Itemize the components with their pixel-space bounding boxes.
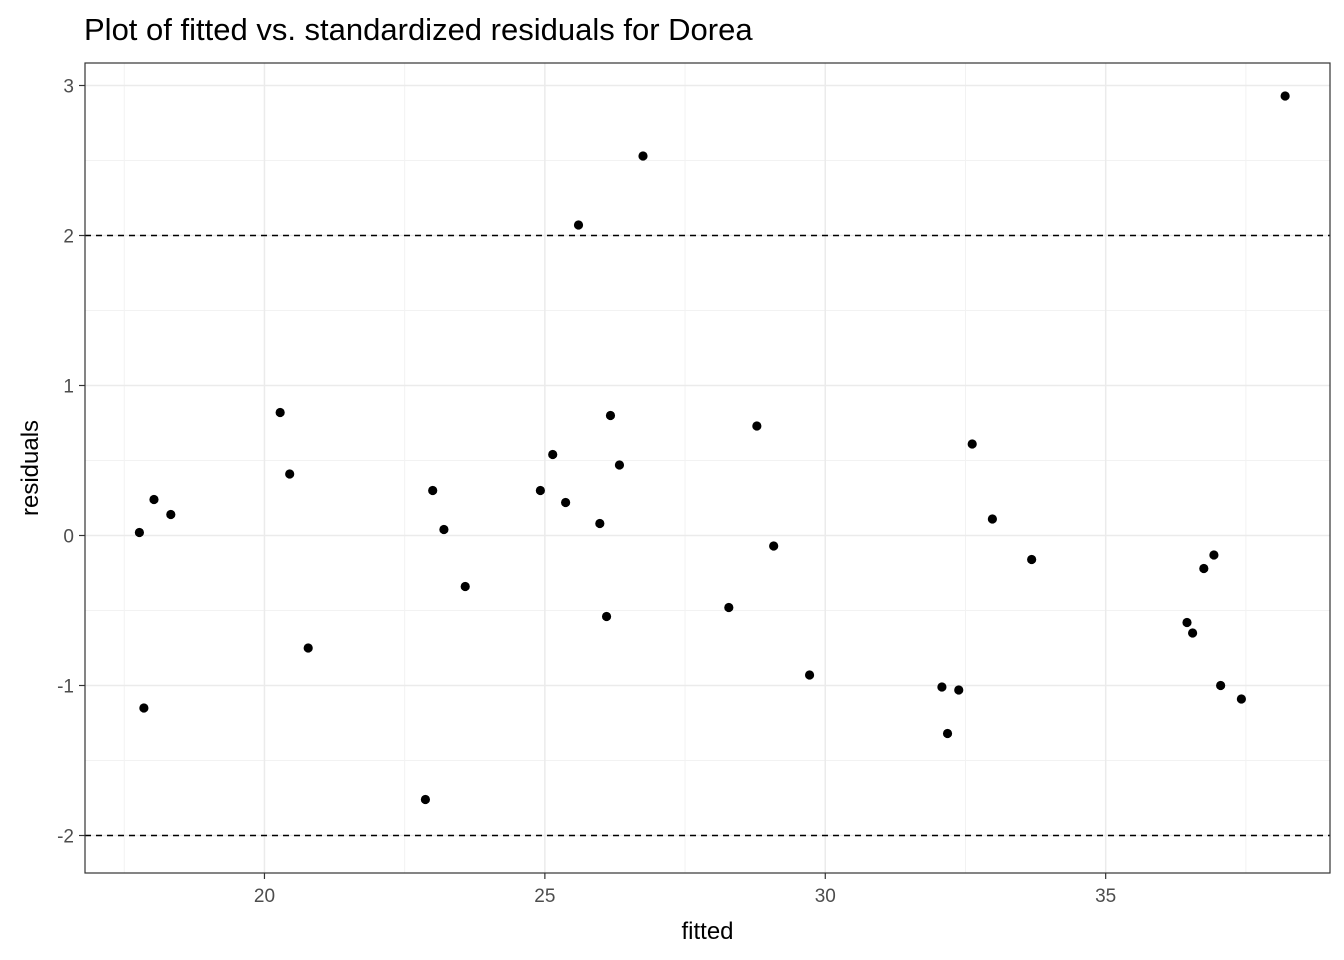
data-point <box>724 602 734 613</box>
x-axis-title: fitted <box>681 918 733 945</box>
y-tick-label: 3 <box>63 77 74 98</box>
data-point <box>769 541 779 551</box>
x-tick-label: 35 <box>1095 886 1116 907</box>
y-tick-label: -1 <box>57 677 74 698</box>
data-point <box>605 410 616 421</box>
data-point <box>149 494 159 505</box>
y-tick-label: 0 <box>63 527 74 548</box>
data-point <box>428 485 438 496</box>
data-point <box>420 794 431 805</box>
data-point <box>1199 563 1209 574</box>
data-point <box>1188 628 1198 638</box>
data-point <box>561 497 571 508</box>
data-point <box>1280 91 1290 101</box>
data-point <box>1209 550 1219 560</box>
panel-border <box>84 62 1331 874</box>
data-point <box>752 421 762 431</box>
data-point <box>285 469 295 479</box>
data-point <box>303 643 313 653</box>
data-point <box>1236 694 1246 704</box>
reference-lines <box>85 234 1330 837</box>
x-tick-label: 20 <box>254 886 275 907</box>
data-point <box>134 527 144 538</box>
data-point <box>942 728 953 739</box>
grid <box>85 63 1330 873</box>
data-point <box>139 703 149 713</box>
y-tick-label: 2 <box>63 227 74 248</box>
data-points <box>134 91 1290 805</box>
data-point <box>1216 680 1226 691</box>
y-tick-label: -2 <box>57 827 74 848</box>
data-point <box>1182 617 1192 628</box>
data-point <box>638 151 648 161</box>
data-point <box>460 581 470 592</box>
y-axis-ticks: -2 -1 0 1 2 3 <box>57 77 85 848</box>
data-point <box>548 449 558 460</box>
data-point <box>954 685 964 695</box>
y-axis-title: residuals <box>17 420 44 516</box>
data-point <box>937 682 947 692</box>
data-point <box>1027 554 1037 565</box>
data-point <box>595 518 605 529</box>
data-point <box>275 407 285 418</box>
data-point <box>439 524 449 535</box>
data-point <box>166 509 176 520</box>
data-point <box>967 439 977 449</box>
y-tick-label: 1 <box>63 377 74 398</box>
data-point <box>614 460 625 470</box>
chart-title: Plot of fitted vs. standardized residual… <box>84 12 753 47</box>
data-point <box>987 514 997 524</box>
data-point <box>601 611 612 622</box>
x-axis-ticks: 20 25 30 35 <box>254 873 1116 907</box>
x-tick-label: 25 <box>534 886 555 907</box>
data-point <box>804 670 815 680</box>
data-point <box>535 485 545 496</box>
data-point <box>573 220 584 230</box>
x-tick-label: 30 <box>815 886 836 907</box>
